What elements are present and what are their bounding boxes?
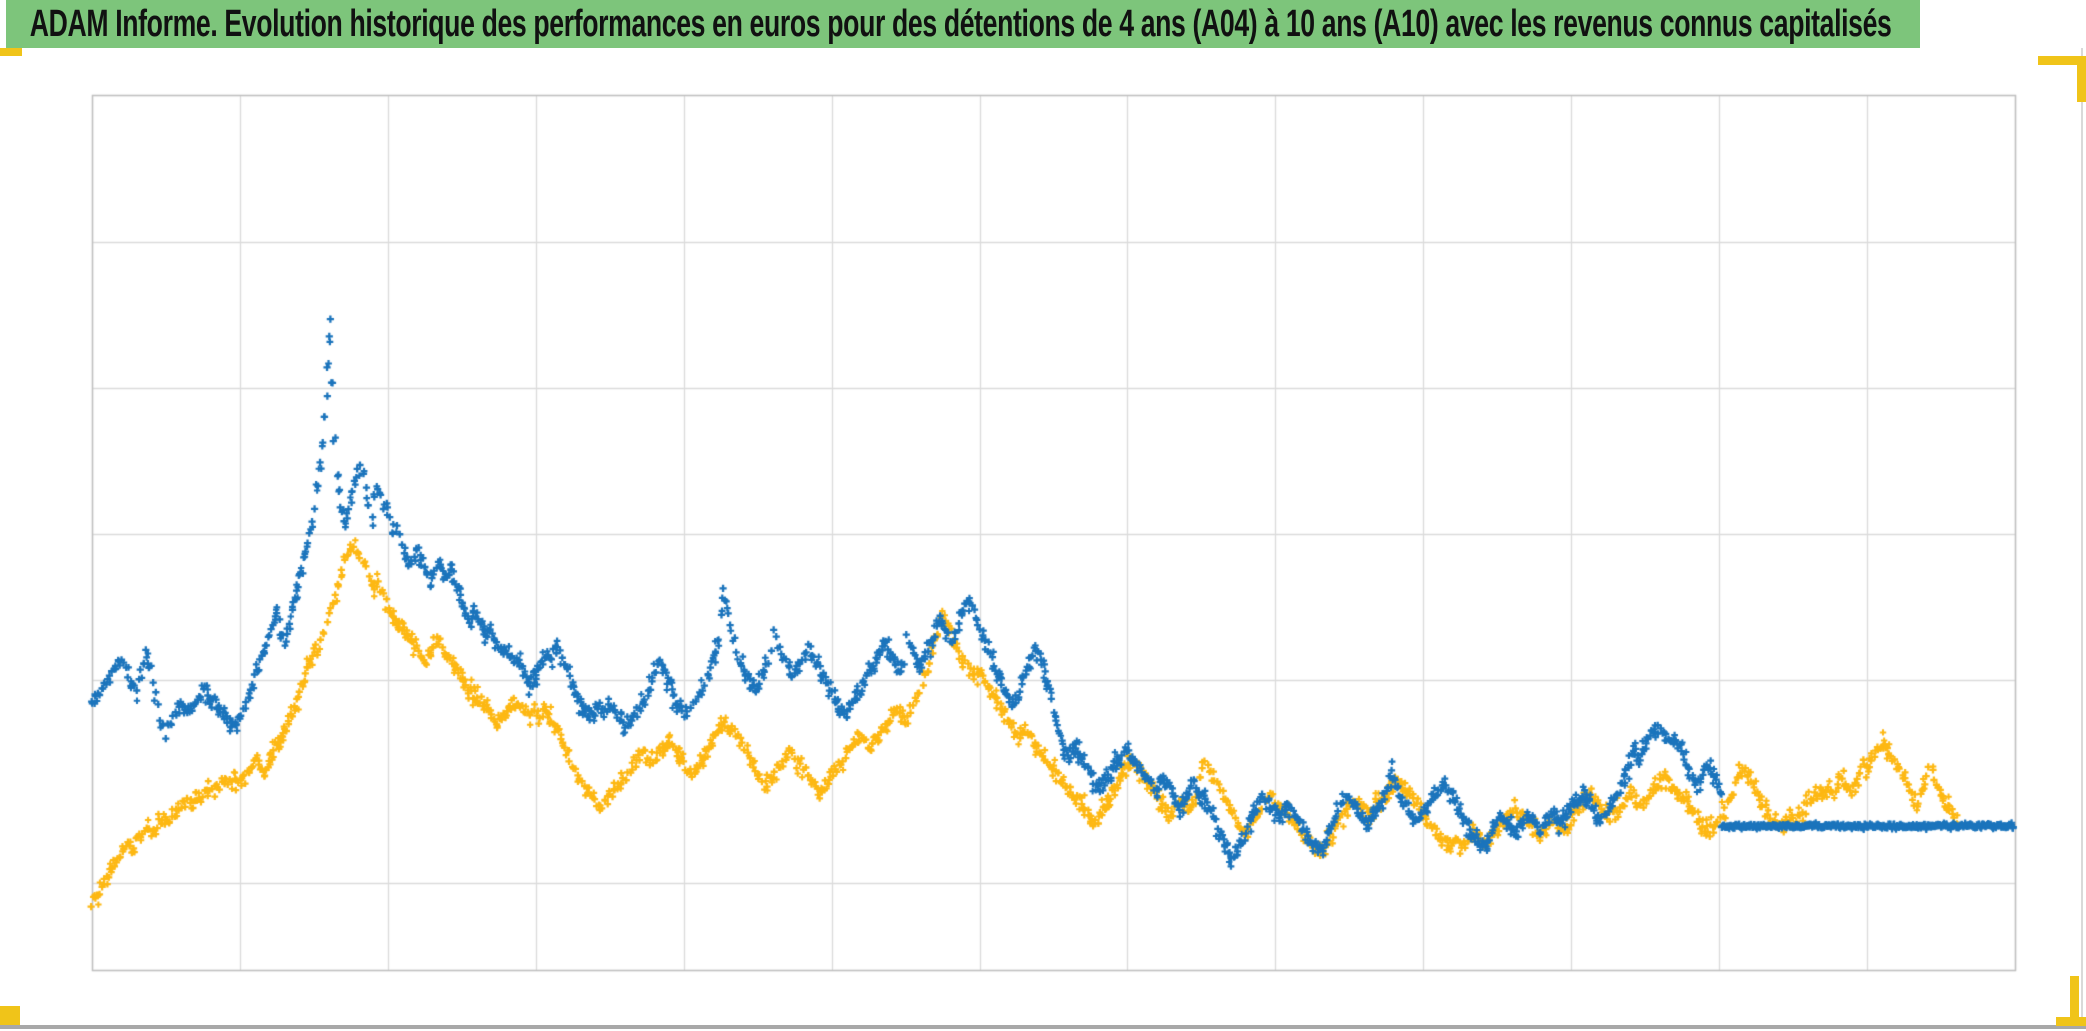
- accent-bracket-bottom-right-vertical: [2070, 976, 2079, 1026]
- accent-bracket-top-right-vertical: [2077, 56, 2086, 102]
- accent-bracket-bottom-right-horizontal: [2056, 1017, 2086, 1026]
- bottom-rule: [0, 1025, 2086, 1029]
- accent-square-bottom-left: [0, 1006, 20, 1025]
- accent-bracket-top-right-horizontal: [2038, 56, 2086, 65]
- chart-title-bar: ADAM Informe. Evolution historique des p…: [6, 0, 1920, 48]
- accent-dash-top-left: [0, 48, 22, 56]
- chart-title: ADAM Informe. Evolution historique des p…: [29, 2, 1892, 45]
- right-edge-rule: [2081, 48, 2083, 1026]
